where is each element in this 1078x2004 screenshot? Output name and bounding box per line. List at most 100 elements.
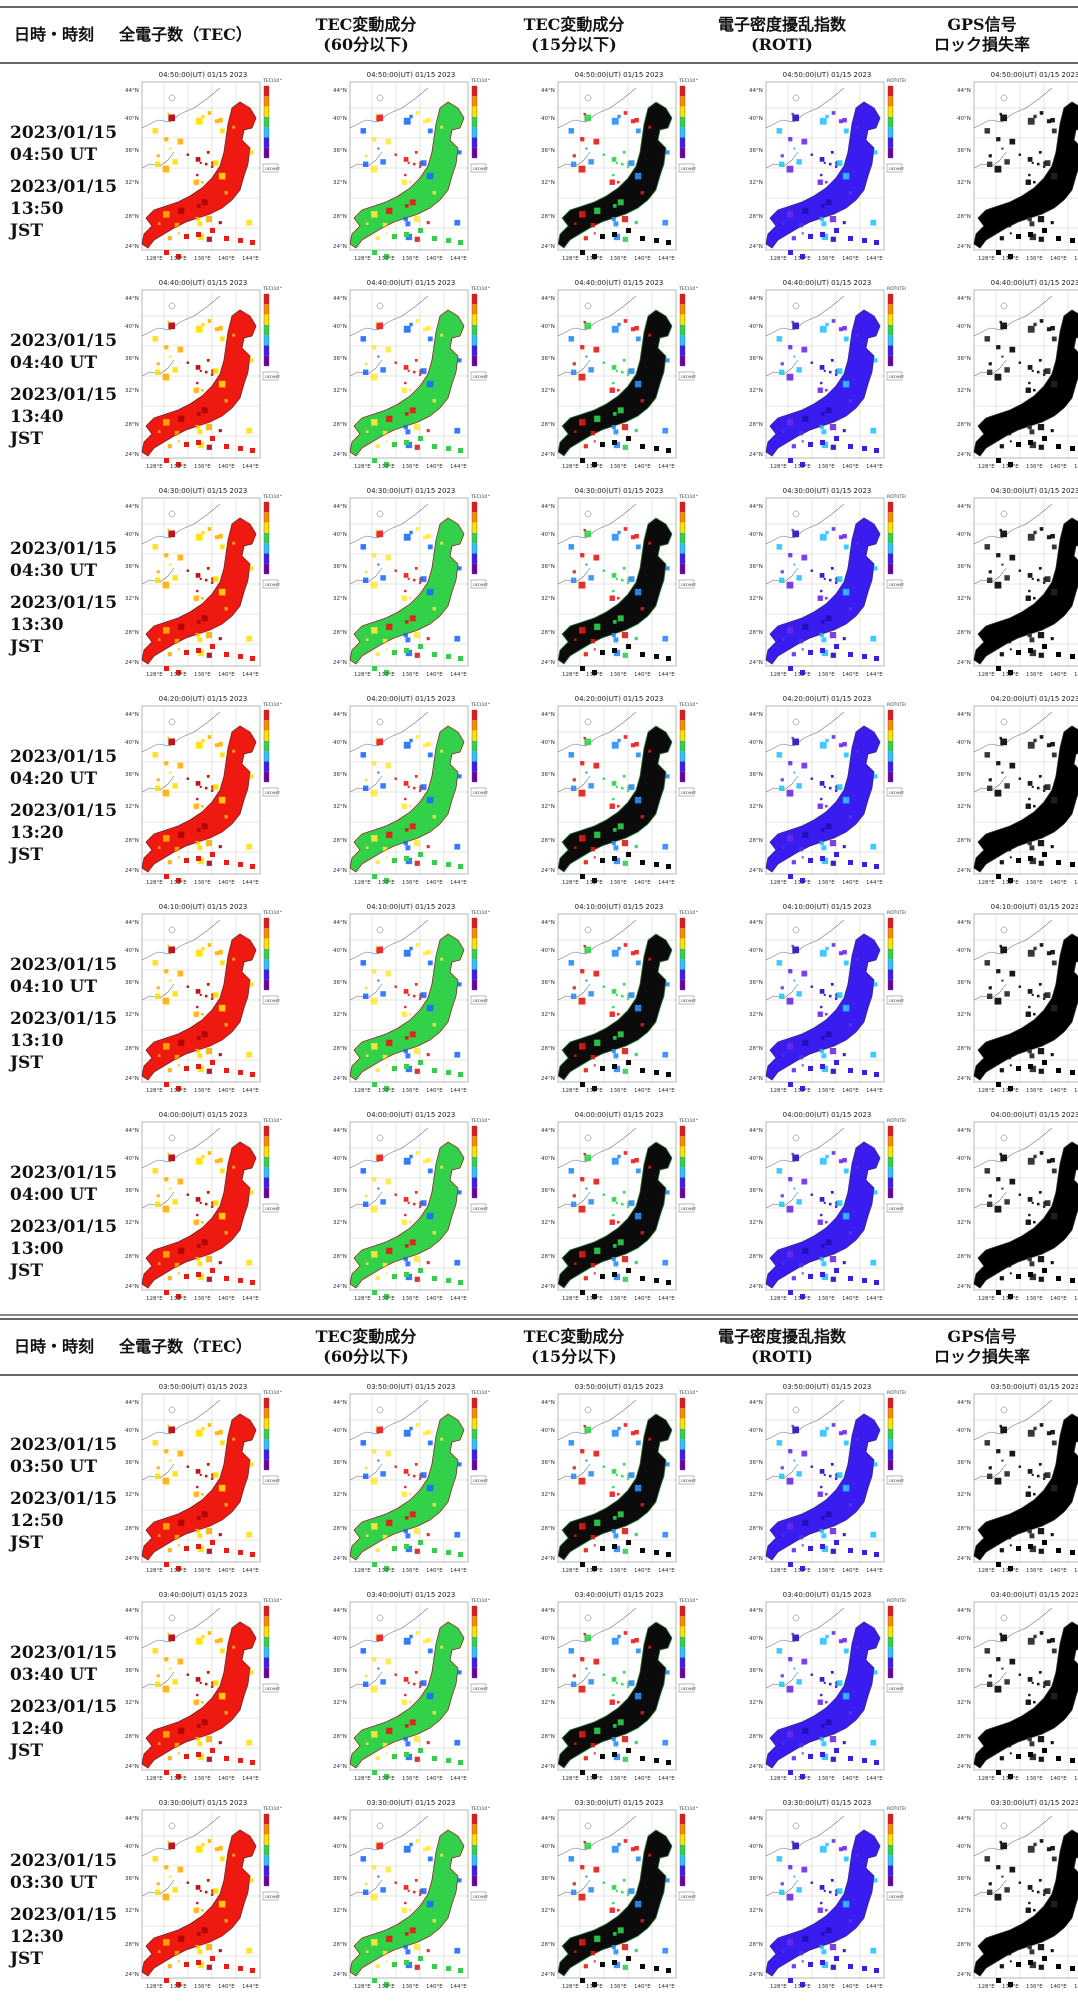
time-ut: 03:40 UT xyxy=(10,1665,97,1685)
lat-tick-label: 32°N xyxy=(749,1220,763,1226)
lat-tick-label: 28°N xyxy=(541,1046,555,1052)
lon-tick-label: 140°E xyxy=(634,1984,651,1990)
lat-tick-label: 36°N xyxy=(749,1876,763,1882)
map-title: 03:30:00(UT) 01/15 2023 xyxy=(367,1799,456,1807)
map-title: 04:10:00(UT) 01/15 2023 xyxy=(575,903,664,911)
colorbar-title: ROTI(TECU/min) xyxy=(887,1806,906,1812)
lon-tick-label: 128°E xyxy=(146,1088,163,1094)
lon-tick-label: 132°E xyxy=(586,1296,603,1302)
lat-tick-label: 28°N xyxy=(541,1254,555,1260)
time-label: 2023/01/15 04:20 UT 2023/01/15 13:20 JST xyxy=(10,746,117,866)
lat-tick-label: 44°N xyxy=(957,88,971,94)
lon-tick-label: 144°E xyxy=(450,1984,467,1990)
lon-tick-label: 136°E xyxy=(194,880,211,886)
legend-box-label: GEONET xyxy=(473,375,489,379)
lat-tick-label: 24°N xyxy=(749,1764,763,1770)
lon-tick-label: 144°E xyxy=(866,1984,883,1990)
legend-box-label: GEONET xyxy=(681,583,697,587)
lon-tick-label: 132°E xyxy=(586,880,603,886)
lat-tick-label: 32°N xyxy=(541,1492,555,1498)
lat-tick-label: 32°N xyxy=(333,804,347,810)
map-panel-loss: 04:30:00(UT) 01/15 2023 44°N 40°N 36°N 32°N 2… xyxy=(956,484,1078,690)
section-separator xyxy=(0,1314,1078,1316)
colorbar-title: TEC(10^16/m^2) xyxy=(470,1806,490,1812)
date-ut: 2023/01/15 xyxy=(10,539,118,559)
lat-tick-label: 32°N xyxy=(957,180,971,186)
lon-tick-label: 132°E xyxy=(1002,1296,1019,1302)
lon-tick-label: 144°E xyxy=(242,672,259,678)
lat-tick-label: 36°N xyxy=(541,980,555,986)
lon-tick-label: 132°E xyxy=(586,1088,603,1094)
lat-tick-label: 32°N xyxy=(125,804,139,810)
lat-tick-label: 28°N xyxy=(541,1526,555,1532)
map-title: 03:40:00(UT) 01/15 2023 xyxy=(575,1591,664,1599)
lat-tick-label: 40°N xyxy=(957,1156,971,1162)
lon-tick-label: 128°E xyxy=(978,880,995,886)
lat-tick-label: 24°N xyxy=(333,1076,347,1082)
lon-tick-label: 144°E xyxy=(658,1984,675,1990)
map-title: 03:30:00(UT) 01/15 2023 xyxy=(991,1799,1078,1807)
time-row: 2023/01/15 04:40 UT 2023/01/15 13:40 JST 04:… xyxy=(0,276,1078,484)
lat-tick-label: 24°N xyxy=(125,452,139,458)
lon-tick-label: 128°E xyxy=(146,880,163,886)
lon-tick-label: 140°E xyxy=(634,880,651,886)
map-title: 03:30:00(UT) 01/15 2023 xyxy=(159,1799,248,1807)
lon-tick-label: 132°E xyxy=(170,1984,187,1990)
lat-tick-label: 44°N xyxy=(749,920,763,926)
lat-tick-label: 28°N xyxy=(125,838,139,844)
lon-tick-label: 132°E xyxy=(378,1296,395,1302)
lon-tick-label: 136°E xyxy=(610,1984,627,1990)
map-title: 04:00:00(UT) 01/15 2023 xyxy=(575,1111,664,1119)
lon-tick-label: 136°E xyxy=(194,464,211,470)
lon-tick-label: 136°E xyxy=(194,672,211,678)
map-panel-tec15: 04:30:00(UT) 01/15 2023 44°N 40°N 36°N 32°N 2… xyxy=(540,484,698,690)
lon-tick-label: 136°E xyxy=(610,1568,627,1574)
lat-tick-label: 24°N xyxy=(125,660,139,666)
legend-box-label: GEONET xyxy=(473,1687,489,1691)
lat-tick-label: 32°N xyxy=(125,1012,139,1018)
lon-tick-label: 144°E xyxy=(866,464,883,470)
lat-tick-label: 44°N xyxy=(125,88,139,94)
lon-tick-label: 128°E xyxy=(978,1568,995,1574)
date-ut: 2023/01/15 xyxy=(10,1163,118,1183)
lat-tick-label: 28°N xyxy=(749,422,763,428)
map-panel-tec60: 04:10:00(UT) 01/15 2023 44°N 40°N 36°N 32°N 2… xyxy=(332,900,490,1106)
lat-tick-label: 32°N xyxy=(333,180,347,186)
lat-tick-label: 40°N xyxy=(125,740,139,746)
lon-tick-label: 136°E xyxy=(1026,1568,1043,1574)
lat-tick-label: 36°N xyxy=(333,356,347,362)
lon-tick-label: 132°E xyxy=(794,1088,811,1094)
colorbar-title: TEC(10^16/m^2) xyxy=(262,1806,282,1812)
lat-tick-label: 24°N xyxy=(333,1972,347,1978)
lon-tick-label: 140°E xyxy=(634,1568,651,1574)
lon-tick-label: 136°E xyxy=(1026,1296,1043,1302)
map-panel-tec60: 04:30:00(UT) 01/15 2023 44°N 40°N 36°N 32°N 2… xyxy=(332,484,490,690)
lon-tick-label: 132°E xyxy=(586,672,603,678)
lon-tick-label: 136°E xyxy=(818,1568,835,1574)
lon-tick-label: 132°E xyxy=(378,1984,395,1990)
lon-tick-label: 136°E xyxy=(402,1984,419,1990)
lon-tick-label: 136°E xyxy=(1026,672,1043,678)
date-jst: 2023/01/15 xyxy=(10,1217,118,1237)
lon-tick-label: 136°E xyxy=(402,256,419,262)
lat-tick-label: 36°N xyxy=(957,1876,971,1882)
lat-tick-label: 32°N xyxy=(333,1908,347,1914)
time-jst: 13:20 JST xyxy=(10,823,64,865)
map-title: 03:30:00(UT) 01/15 2023 xyxy=(783,1799,872,1807)
lat-tick-label: 24°N xyxy=(541,660,555,666)
lat-tick-label: 40°N xyxy=(541,1636,555,1642)
lon-tick-label: 140°E xyxy=(1050,1088,1067,1094)
date-jst: 2023/01/15 xyxy=(10,1489,118,1509)
lat-tick-label: 28°N xyxy=(125,1046,139,1052)
lon-tick-label: 132°E xyxy=(170,1776,187,1782)
colorbar-title: ROTI(TECU/min) xyxy=(887,702,906,708)
lon-tick-label: 144°E xyxy=(866,1296,883,1302)
map-title: 04:40:00(UT) 01/15 2023 xyxy=(159,279,248,287)
legend-box-label: GEONET xyxy=(473,583,489,587)
legend-box-label: GEONET xyxy=(473,167,489,171)
lat-tick-label: 36°N xyxy=(749,1668,763,1674)
map-title: 03:40:00(UT) 01/15 2023 xyxy=(159,1591,248,1599)
lat-tick-label: 24°N xyxy=(957,452,971,458)
lat-tick-label: 32°N xyxy=(541,1908,555,1914)
date-ut: 2023/01/15 xyxy=(10,1851,118,1871)
